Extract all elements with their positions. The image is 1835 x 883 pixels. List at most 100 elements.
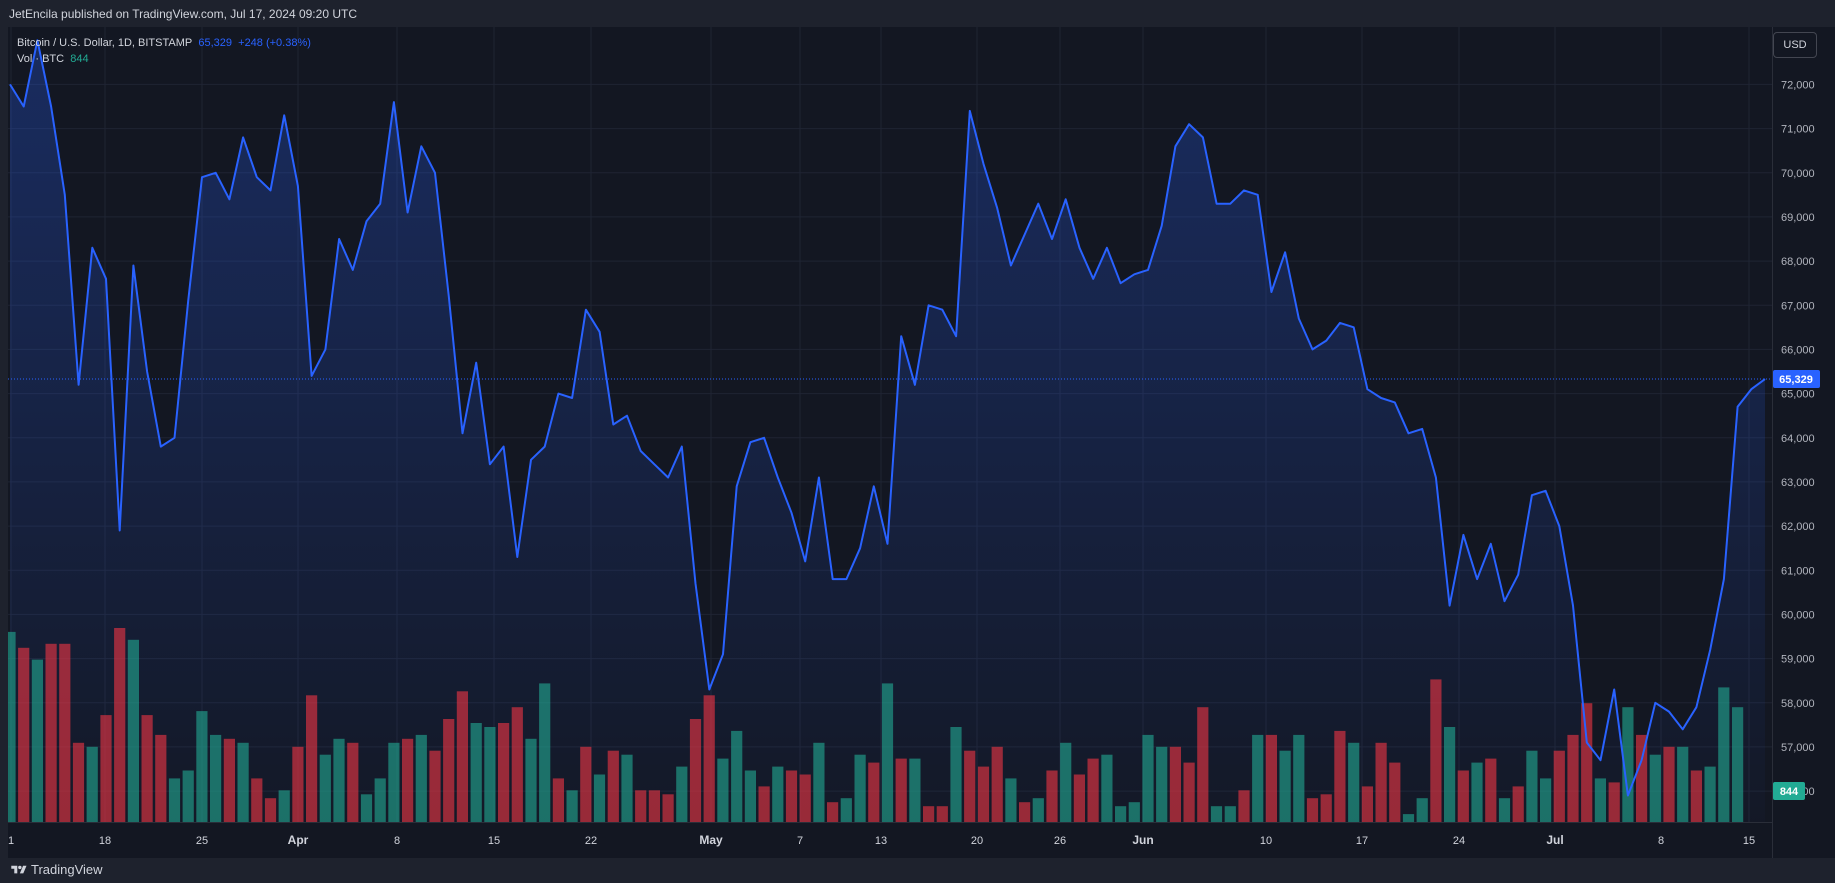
volume-bar [456, 691, 468, 822]
volume-bar [580, 746, 592, 822]
volume-bar [1526, 750, 1538, 822]
time-tick-label: 18 [99, 835, 111, 847]
volume-bar [1457, 770, 1469, 822]
volume-bar [1005, 778, 1017, 822]
volume-bar [1115, 806, 1127, 822]
price-tick-label: 65,000 [1781, 389, 1815, 401]
volume-bar [1142, 734, 1154, 822]
price-tick-label: 69,000 [1781, 212, 1815, 224]
volume-bar [127, 639, 139, 822]
time-tick-label: 22 [585, 835, 597, 847]
footer: TradingView [0, 858, 1835, 883]
volume-bar [360, 794, 373, 822]
price-tick-label: 62,000 [1781, 521, 1815, 533]
volume-bar [415, 734, 427, 822]
volume-bar [31, 659, 43, 822]
volume-bar [511, 707, 523, 822]
price-tick-label: 60,000 [1781, 609, 1815, 621]
volume-bars [8, 628, 1744, 822]
volume-bar [1169, 746, 1181, 822]
legend-change: +248 (+0.38%) [238, 37, 311, 49]
time-tick-label: Jul [1546, 833, 1563, 847]
time-tick-label: 7 [797, 835, 803, 847]
tradingview-brand[interactable]: TradingView [31, 862, 103, 877]
volume-bar [539, 683, 551, 822]
volume-bar [1032, 798, 1044, 822]
volume-bar [1553, 750, 1565, 822]
volume-bar [621, 754, 633, 822]
time-tick-label: Apr [288, 833, 309, 847]
volume-bar [909, 758, 921, 822]
volume-bar [8, 631, 16, 822]
legend-volume-label[interactable]: Vol · BTC [17, 53, 65, 65]
volume-bar [59, 643, 71, 822]
volume-bar [1087, 758, 1099, 822]
tradingview-logo-icon[interactable] [10, 864, 28, 876]
volume-bar [689, 719, 702, 822]
volume-bar [827, 802, 839, 822]
volume-bar [210, 734, 222, 822]
price-tick-label: 66,000 [1781, 344, 1815, 356]
volume-bar [895, 758, 907, 822]
price-tick-label: 68,000 [1781, 256, 1815, 268]
volume-bar [45, 643, 57, 822]
volume-bar [648, 790, 660, 822]
volume-bar [1540, 778, 1552, 822]
volume-bar [374, 778, 386, 822]
volume-bar [1594, 778, 1606, 822]
volume-bar [72, 742, 85, 822]
time-axis: 1 18 25 Apr 8 15 22 May 7 13 20 26 Jun 10 17 24 Jul 8 15 [8, 833, 1755, 847]
volume-bar [182, 770, 194, 822]
volume-bar [1389, 762, 1401, 822]
volume-bar [196, 711, 208, 822]
time-tick-label: 24 [1453, 835, 1465, 847]
volume-bar [1361, 786, 1373, 822]
volume-bar [881, 683, 894, 822]
volume-bar [1704, 766, 1716, 822]
legend-volume-value: 844 [70, 53, 89, 65]
time-tick-label: 25 [196, 835, 208, 847]
legend-symbol[interactable]: Bitcoin / U.S. Dollar, 1D, BITSTAMP [17, 37, 193, 49]
volume-bar [1320, 794, 1332, 822]
price-scale-background [1772, 27, 1835, 858]
price-tick-label: 57,000 [1781, 742, 1815, 754]
time-scale-background [8, 822, 1772, 858]
volume-bar [1156, 746, 1168, 822]
volume-bar [977, 766, 990, 822]
volume-bar [306, 695, 318, 822]
volume-bar [347, 742, 359, 822]
volume-bar [1649, 754, 1661, 822]
price-tick-label: 64,000 [1781, 433, 1815, 445]
volume-bar [936, 806, 948, 822]
volume-bar [950, 727, 962, 822]
volume-bar [799, 774, 811, 822]
volume-bar [278, 790, 290, 822]
volume-bar [607, 750, 619, 822]
time-tick-label: 17 [1356, 835, 1368, 847]
volume-bar [1485, 758, 1497, 822]
volume-bar [1293, 734, 1305, 822]
volume-bar [1732, 707, 1744, 822]
currency-button[interactable]: USD [1773, 32, 1817, 58]
price-area-fill [10, 40, 1765, 823]
volume-bar [662, 794, 674, 822]
price-chart[interactable]: 56,00057,00058,00059,00060,00061,00062,0… [8, 27, 1835, 858]
price-line [9, 39, 1766, 797]
publish-info: JetEncila published on TradingView.com, … [9, 7, 357, 21]
volume-bar [168, 778, 181, 822]
volume-bar [923, 806, 935, 822]
volume-bar [552, 778, 564, 822]
volume-bar [141, 715, 153, 822]
volume-bar [1444, 727, 1456, 822]
volume-bar [1252, 734, 1264, 822]
volume-bar [1375, 742, 1387, 822]
time-tick-label: 20 [971, 835, 983, 847]
volume-bar [484, 727, 496, 822]
volume-bar [840, 798, 852, 822]
volume-bar [1402, 814, 1415, 822]
volume-bar [1128, 802, 1140, 822]
chart-area[interactable]: 56,00057,00058,00059,00060,00061,00062,0… [8, 27, 1835, 858]
volume-bar [18, 647, 30, 822]
price-tick-label: 63,000 [1781, 477, 1815, 489]
volume-bar [292, 746, 304, 822]
